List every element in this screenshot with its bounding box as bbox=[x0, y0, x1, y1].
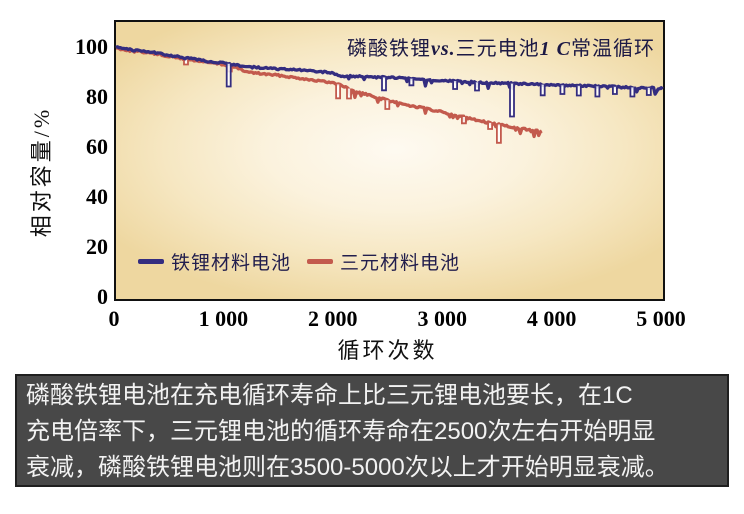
capacity-drop-spike bbox=[346, 88, 352, 100]
x-tick-label: 2 000 bbox=[308, 306, 358, 331]
y-tick-label: 20 bbox=[86, 234, 108, 259]
y-tick-label: 40 bbox=[86, 184, 108, 209]
capacity-drop-spike bbox=[384, 100, 391, 110]
x-axis-title: 循环次数 bbox=[337, 338, 438, 363]
x-tick-label: 4 000 bbox=[526, 306, 577, 331]
capacity-drop-spike bbox=[539, 84, 546, 97]
series-line bbox=[115, 45, 664, 96]
capacity-drop-spike bbox=[461, 117, 467, 125]
legend-label-lfp: 铁锂材料电池 bbox=[171, 253, 292, 274]
caption-bar: 磷酸铁锂电池在充电循环寿命上比三元锂电池要长，在1C 充电倍率下，三元锂电池的循… bbox=[15, 374, 729, 487]
capacity-drop-spike bbox=[629, 87, 636, 98]
chart-lines bbox=[115, 45, 664, 144]
y-tick-label: 60 bbox=[86, 134, 108, 159]
capacity-drop-spike bbox=[408, 78, 415, 87]
capacity-drop-spike bbox=[335, 84, 341, 100]
battery-cycle-chart: 相对容量/% 磷酸铁锂vs.三元电池1 C常温循环 铁锂材料电池 三元材料电池 … bbox=[29, 20, 686, 363]
caption-line-3: 衰减，磷酸铁锂电池则在3500-5000次以上才开始明显衰减。 bbox=[26, 454, 669, 481]
legend-swatch-ternary bbox=[307, 259, 334, 264]
capacity-drop-spike bbox=[487, 122, 493, 130]
title-post: 常温循环 bbox=[571, 38, 655, 60]
capacity-drop-spike bbox=[225, 63, 232, 88]
legend-label-ternary: 三元材料电池 bbox=[340, 253, 461, 274]
title-rate: 1 C bbox=[539, 38, 571, 60]
y-tick-label: 0 bbox=[97, 284, 108, 309]
capacity-drop-spike bbox=[496, 124, 502, 144]
legend: 铁锂材料电池 三元材料电池 bbox=[138, 248, 476, 275]
capacity-drop-spike bbox=[575, 85, 582, 97]
title-mid: 三元电池 bbox=[455, 38, 540, 60]
x-tick-label: 0 bbox=[108, 306, 120, 331]
plot-area: 磷酸铁锂vs.三元电池1 C常温循环 铁锂材料电池 三元材料电池 bbox=[114, 20, 665, 301]
title-pre: 磷酸铁锂 bbox=[346, 38, 431, 60]
chart-title: 磷酸铁锂vs.三元电池1 C常温循环 bbox=[347, 32, 655, 61]
title-vs: vs. bbox=[430, 38, 456, 60]
x-tick-label: 5 000 bbox=[636, 306, 686, 331]
x-tick-label: 1 000 bbox=[198, 306, 249, 331]
caption-line-1: 磷酸铁锂电池在充电循环寿命上比三元锂电池要长，在1C bbox=[26, 382, 633, 409]
capacity-drop-spike bbox=[381, 77, 387, 92]
capacity-drop-spike bbox=[474, 82, 480, 92]
capacity-drop-spike bbox=[452, 81, 458, 90]
x-tick-label: 3 000 bbox=[417, 306, 467, 331]
y-tick-label: 100 bbox=[75, 34, 108, 59]
y-tick-label: 80 bbox=[86, 84, 108, 109]
capacity-drop-spike bbox=[509, 83, 515, 118]
series-line bbox=[115, 46, 543, 139]
capacity-drop-spike bbox=[183, 59, 189, 66]
capacity-drop-spike bbox=[612, 86, 618, 95]
y-axis-title: 相对容量/% bbox=[29, 106, 54, 238]
capacity-drop-spike bbox=[594, 86, 601, 98]
capacity-drop-spike bbox=[559, 85, 566, 95]
caption-line-2: 充电倍率下，三元锂电池的循环寿命在2500次左右开始明显 bbox=[26, 418, 656, 445]
legend-swatch-lfp bbox=[138, 259, 164, 264]
capacity-drop-spike bbox=[645, 87, 652, 96]
